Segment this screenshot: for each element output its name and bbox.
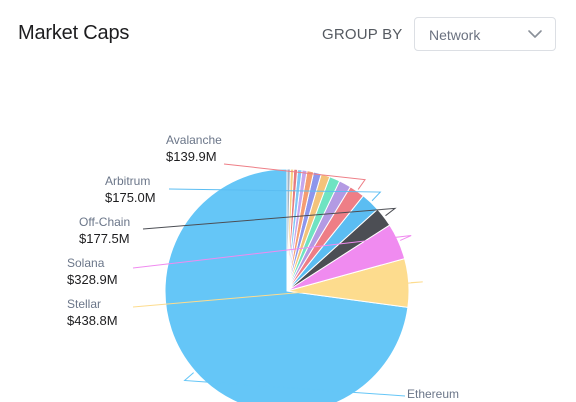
pie-slice-other-10[interactable] bbox=[286, 168, 291, 292]
leader-line-off-chain bbox=[142, 207, 397, 230]
slice-label-ethereum: Ethereum bbox=[407, 387, 459, 401]
pie-slice-ethereum[interactable] bbox=[164, 168, 409, 402]
label-leader-lines bbox=[132, 163, 423, 397]
slice-label-solana: Solana bbox=[67, 256, 105, 270]
slice-value-avalanche: $139.9M bbox=[166, 149, 217, 164]
leader-line-arbitrum bbox=[168, 188, 382, 202]
slice-label-arbitrum: Arbitrum bbox=[105, 174, 150, 188]
slice-value-arbitrum: $175.0M bbox=[105, 190, 156, 205]
leader-line-ethereum bbox=[183, 372, 406, 397]
slice-value-off-chain: $177.5M bbox=[79, 231, 130, 246]
pie-slices bbox=[164, 168, 410, 402]
group-by-select[interactable]: Network bbox=[414, 17, 556, 51]
slice-label-avalanche: Avalanche bbox=[166, 133, 222, 147]
leader-line-stellar bbox=[132, 281, 423, 308]
slice-value-solana: $328.9M bbox=[67, 272, 118, 287]
page-title: Market Caps bbox=[18, 22, 130, 44]
group-by-selected-value: Network bbox=[429, 27, 481, 43]
slice-label-stellar: Stellar bbox=[67, 297, 101, 311]
chevron-down-icon bbox=[528, 30, 542, 38]
group-by-label: GROUP BY bbox=[322, 26, 403, 43]
leader-line-avalanche bbox=[223, 163, 366, 190]
leader-line-solana bbox=[132, 235, 412, 269]
slice-labels: Ethereum Stellar $438.8M Solana $328.9M Off-C… bbox=[67, 133, 459, 401]
slice-value-stellar: $438.8M bbox=[67, 313, 118, 328]
slice-label-off-chain: Off-Chain bbox=[79, 215, 130, 229]
